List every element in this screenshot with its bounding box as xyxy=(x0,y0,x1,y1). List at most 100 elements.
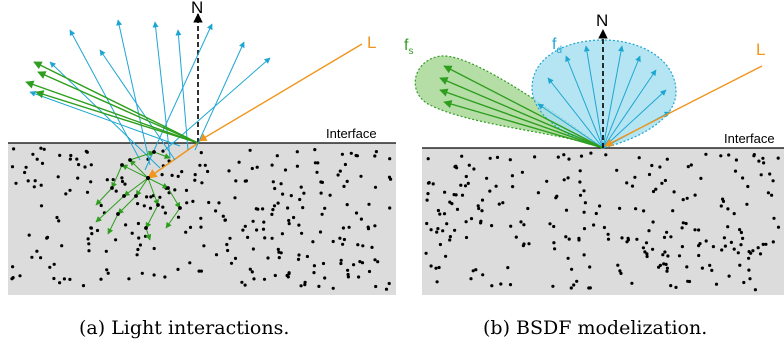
particle xyxy=(90,232,94,236)
particle xyxy=(180,170,184,174)
particle xyxy=(747,268,751,272)
particle xyxy=(26,179,30,183)
particle xyxy=(708,263,712,267)
particle xyxy=(99,203,103,208)
particle xyxy=(647,172,652,177)
particle xyxy=(357,275,361,279)
particle xyxy=(60,244,64,248)
normal-label: N xyxy=(596,11,608,30)
scatter-segment xyxy=(123,177,149,197)
particle xyxy=(361,244,365,248)
particle xyxy=(39,204,44,208)
particle xyxy=(273,273,277,278)
particle xyxy=(738,263,742,267)
particle xyxy=(105,178,109,182)
particle xyxy=(645,252,649,256)
particle xyxy=(490,284,494,288)
particle xyxy=(588,265,592,269)
particle xyxy=(437,265,441,270)
particle xyxy=(661,253,665,257)
particle xyxy=(469,217,474,221)
particle xyxy=(251,219,255,223)
particle xyxy=(321,261,326,266)
scatter-segment xyxy=(167,187,181,209)
particle xyxy=(347,225,351,229)
particle xyxy=(105,268,109,272)
particle xyxy=(163,275,167,279)
particle xyxy=(85,190,90,194)
particle xyxy=(223,218,227,222)
particle xyxy=(298,197,302,202)
particle xyxy=(582,253,586,257)
particle xyxy=(425,198,429,202)
particle xyxy=(741,176,745,180)
particle xyxy=(35,157,39,161)
particle xyxy=(615,168,619,172)
medium-block xyxy=(422,148,784,295)
scatter-segment xyxy=(147,177,169,189)
particle xyxy=(727,153,731,157)
particle xyxy=(255,228,259,232)
normal-label: N xyxy=(191,0,203,17)
particle xyxy=(312,264,316,268)
particle xyxy=(575,279,579,283)
particle xyxy=(506,266,510,270)
particle xyxy=(761,156,765,160)
incident-light-arrow xyxy=(604,65,763,147)
particle xyxy=(316,161,320,165)
particle xyxy=(346,268,350,272)
light-label: L xyxy=(756,40,765,59)
particle xyxy=(665,157,669,161)
particle xyxy=(214,209,218,213)
particle xyxy=(39,183,43,187)
particle xyxy=(202,244,206,248)
particle xyxy=(587,286,591,290)
particle xyxy=(748,277,752,281)
particle xyxy=(464,235,469,240)
light-label: L xyxy=(367,33,376,52)
particle xyxy=(746,184,750,189)
particle xyxy=(39,146,43,150)
particle xyxy=(281,192,285,196)
particle xyxy=(642,209,646,213)
particle xyxy=(711,245,716,249)
particle xyxy=(340,152,344,156)
scatter-segment xyxy=(135,177,149,197)
particle xyxy=(578,193,583,197)
particle xyxy=(356,243,360,247)
particle xyxy=(276,201,280,205)
particle xyxy=(745,202,749,206)
particle xyxy=(176,215,181,219)
particle xyxy=(315,170,319,174)
particle xyxy=(342,237,346,242)
particle xyxy=(654,187,658,191)
particle xyxy=(508,283,513,287)
particle xyxy=(693,193,697,197)
particle xyxy=(120,179,125,184)
particle xyxy=(776,225,781,229)
particle xyxy=(424,251,428,255)
particle xyxy=(145,195,149,199)
particle xyxy=(339,261,343,266)
particle xyxy=(99,277,103,281)
scatter-node xyxy=(116,212,120,216)
particle xyxy=(270,236,274,240)
particle xyxy=(86,237,90,241)
particle xyxy=(749,251,753,255)
panel-b: N L fs fd Interface (b) BSDF modelizatio… xyxy=(404,11,784,339)
interface-label: Interface xyxy=(724,131,775,146)
particle xyxy=(554,196,558,200)
particle xyxy=(448,200,452,204)
particle xyxy=(698,242,702,246)
particle xyxy=(87,249,91,253)
particle xyxy=(671,209,675,213)
specular-ray xyxy=(33,61,199,144)
diffuse-ray xyxy=(602,89,667,149)
particle xyxy=(582,227,587,231)
scatter-node xyxy=(134,194,138,198)
particle xyxy=(741,236,745,240)
particle xyxy=(697,253,701,258)
particle xyxy=(40,161,45,165)
particle xyxy=(338,236,342,240)
particle xyxy=(431,182,435,186)
